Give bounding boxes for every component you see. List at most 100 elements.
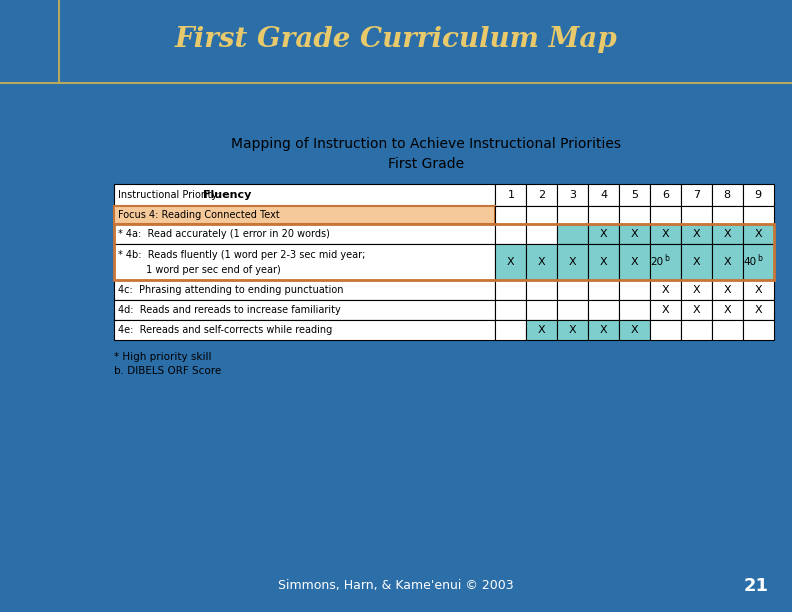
Bar [743,184,774,206]
Bar [743,206,774,224]
Text: X: X [630,257,638,267]
Bar [681,244,712,280]
Bar [681,280,712,300]
Bar [681,206,712,224]
Text: X: X [692,305,700,315]
Text: 5: 5 [631,190,638,200]
Bar [681,300,712,319]
Text: X: X [569,257,577,267]
Text: X: X [755,229,762,239]
Text: * 4b:  Reads fluently (1 word per 2-3 sec mid year;: * 4b: Reads fluently (1 word per 2-3 sec… [118,250,366,259]
Text: X: X [755,285,762,295]
Bar [619,224,650,244]
Bar [712,206,743,224]
Text: b. DIBELS ORF Score: b. DIBELS ORF Score [114,366,222,376]
Bar [114,244,496,280]
Text: 1: 1 [508,190,514,200]
Text: First Grade: First Grade [387,157,464,171]
Text: X: X [507,257,515,267]
Bar [588,319,619,340]
Text: X: X [661,305,669,315]
Text: X: X [600,229,607,239]
Text: X: X [630,325,638,335]
Text: Mapping of Instruction to Achieve Instructional Priorities: Mapping of Instruction to Achieve Instru… [230,136,621,151]
Bar [558,280,588,300]
Text: X: X [724,257,731,267]
Bar [743,280,774,300]
Bar [558,244,588,280]
Text: X: X [692,229,700,239]
Bar [681,319,712,340]
Bar [114,206,496,224]
Bar [496,184,527,206]
Bar [496,244,527,280]
Text: 4e:  Rereads and self-corrects while reading: 4e: Rereads and self-corrects while read… [118,325,333,335]
Text: 21: 21 [743,577,768,595]
Bar [681,184,712,206]
Text: X: X [724,305,731,315]
Bar [496,206,527,224]
Text: X: X [724,285,731,295]
Bar [114,280,496,300]
Bar [558,206,588,224]
Bar [588,184,619,206]
Bar [527,300,558,319]
Bar [527,280,558,300]
Text: Fluency: Fluency [204,190,252,200]
Bar [114,300,496,319]
Text: 40: 40 [743,257,756,267]
Text: 6: 6 [662,190,669,200]
Text: 9: 9 [755,190,762,200]
Bar [650,319,681,340]
Bar [588,300,619,319]
Text: * High priority skill: * High priority skill [114,352,211,362]
Bar [114,184,496,206]
Bar [558,224,588,244]
Text: X: X [538,325,546,335]
Bar [712,300,743,319]
Text: * 4a:  Read accurately (1 error in 20 words): * 4a: Read accurately (1 error in 20 wor… [118,229,330,239]
Bar [650,224,681,244]
Bar [743,244,774,280]
Text: X: X [661,285,669,295]
Text: 1 word per sec end of year): 1 word per sec end of year) [118,264,281,275]
Text: 3: 3 [569,190,577,200]
Text: X: X [755,305,762,315]
Bar [558,300,588,319]
Text: Instructional Priority:: Instructional Priority: [118,190,227,200]
Bar [588,224,619,244]
Text: 8: 8 [724,190,731,200]
Bar [527,224,558,244]
Bar [712,319,743,340]
Text: 7: 7 [693,190,700,200]
Bar [496,300,527,319]
Bar [527,206,558,224]
Bar [527,319,558,340]
Bar [650,300,681,319]
Bar [527,244,558,280]
Bar [712,244,743,280]
Bar [712,184,743,206]
Bar [650,244,681,280]
Bar [681,224,712,244]
Bar [588,280,619,300]
Bar [743,224,774,244]
Bar [496,224,527,244]
Bar [619,300,650,319]
Text: First Grade Curriculum Map: First Grade Curriculum Map [174,26,618,53]
Bar [558,319,588,340]
Text: X: X [692,257,700,267]
Text: 20: 20 [650,257,664,267]
Bar [558,184,588,206]
Bar [114,224,774,280]
Text: X: X [600,257,607,267]
Bar [712,224,743,244]
Text: X: X [630,229,638,239]
Text: X: X [569,325,577,335]
Bar [588,206,619,224]
Text: X: X [600,325,607,335]
Text: 4d:  Reads and rereads to increase familiarity: 4d: Reads and rereads to increase famili… [118,305,341,315]
Bar [619,244,650,280]
Bar [619,319,650,340]
Text: Simmons, Harn, & Kame'enui © 2003: Simmons, Harn, & Kame'enui © 2003 [278,580,514,592]
